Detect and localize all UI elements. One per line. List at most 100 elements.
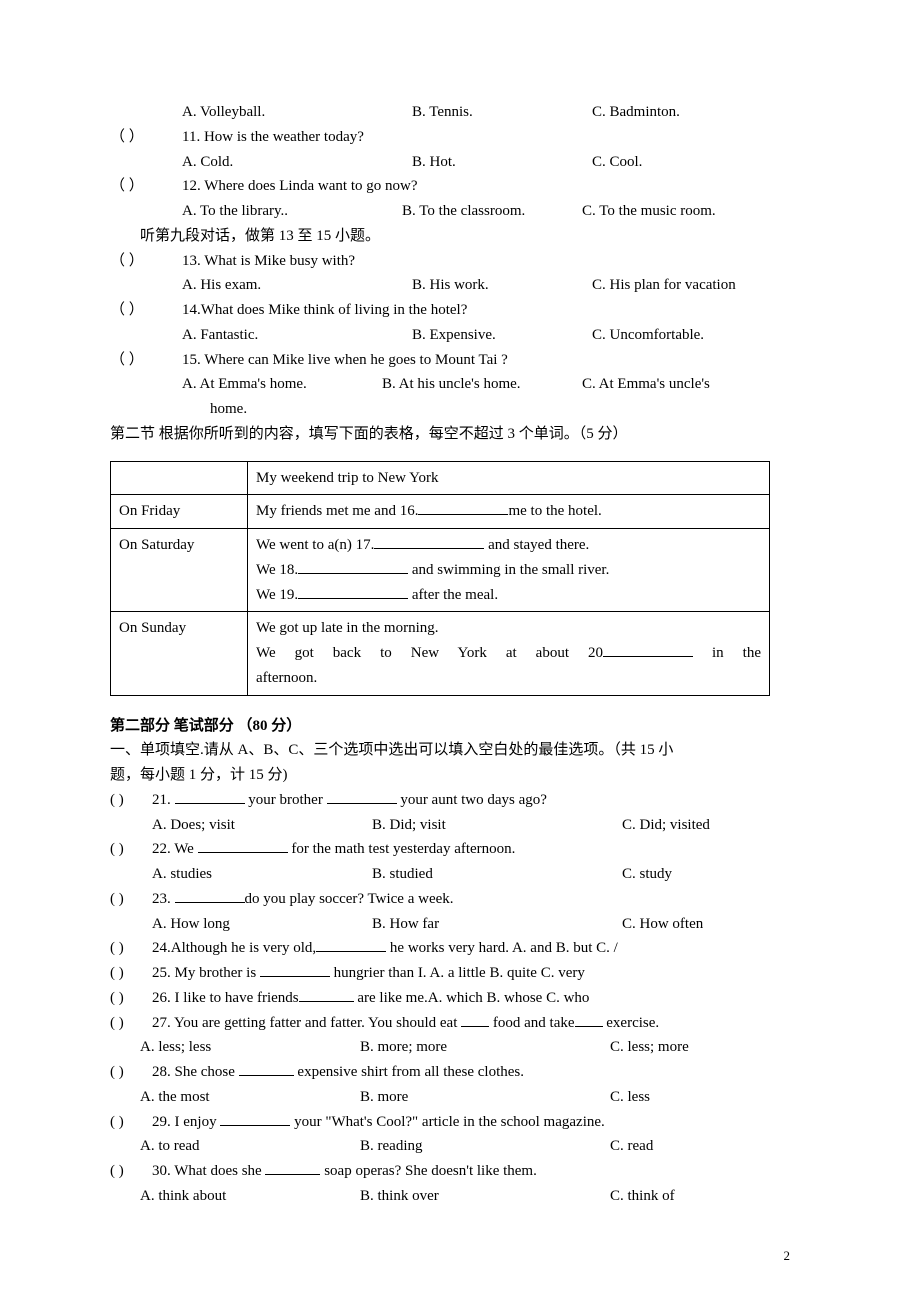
row2-content: We went to a(n) 17. and stayed there. We… (248, 529, 770, 612)
q13-c: C. His plan for vacation (592, 273, 810, 298)
q23-a: A. How long (152, 912, 372, 937)
q23-opts: A. How long B. How far C. How often (152, 912, 810, 937)
row2-l1b: and stayed there. (484, 537, 589, 553)
q30-c: C. think of (610, 1184, 810, 1209)
q12-c: C. To the music room. (582, 199, 810, 224)
part2-intro1: 一、单项填空.请从 A、B、C、三个选项中选出可以填入空白处的最佳选项。（共 1… (110, 738, 810, 763)
q21-body: 21. your brother your aunt two days ago? (152, 788, 810, 813)
row2-l3a: We 19. (256, 587, 298, 603)
q27-a: A. less; less (140, 1035, 360, 1060)
q28-a: A. the most (140, 1085, 360, 1110)
q15-text: 15. Where can Mike live when he goes to … (182, 348, 810, 373)
q11-paren: （ ） (110, 125, 182, 150)
blank-30 (265, 1161, 320, 1176)
q28: ( ) 28. She chose expensive shirt from a… (110, 1060, 810, 1085)
q29-c: C. read (610, 1134, 810, 1159)
row2-l3b: after the meal. (408, 587, 498, 603)
blank-23 (175, 888, 245, 903)
page-number: 2 (784, 1245, 791, 1266)
q15-paren: （ ） (110, 348, 182, 373)
q24-body: 24.Although he is very old, he works ver… (152, 936, 810, 961)
q24-p: ( ) (110, 936, 152, 961)
q29: ( ) 29. I enjoy your "What's Cool?" arti… (110, 1110, 810, 1135)
q10-c: C. Badminton. (592, 100, 810, 125)
q30-b: B. think over (360, 1184, 610, 1209)
blank-27b (575, 1012, 603, 1027)
section2-title: 第二节 根据你所听到的内容，填写下面的表格，每空不超过 3 个单词。（5 分） (110, 422, 810, 447)
q28-c: C. less (610, 1085, 810, 1110)
q22: ( ) 22. We for the math test yesterday a… (110, 837, 810, 862)
q30: ( ) 30. What does she soap operas? She d… (110, 1159, 810, 1184)
q23-b: B. How far (372, 912, 622, 937)
part2-title: 第二部分 笔试部分 （80 分） (110, 714, 810, 739)
q15-a: A. At Emma's home. (182, 372, 382, 397)
q23: ( ) 23. do you play soccer? Twice a week… (110, 887, 810, 912)
q25-p: ( ) (110, 961, 152, 986)
q15-options: A. At Emma's home. B. At his uncle's hom… (182, 372, 810, 397)
q30-opts: A. think about B. think over C. think of (140, 1184, 810, 1209)
q13-b: B. His work. (412, 273, 592, 298)
part2-intro2: 题，每小题 1 分，计 15 分) (110, 763, 810, 788)
blank-21a (175, 789, 245, 804)
blank-26 (299, 987, 354, 1002)
q21-opts: A. Does; visit B. Did; visit C. Did; vis… (152, 813, 810, 838)
q21-a: A. Does; visit (152, 813, 372, 838)
q10-a: A. Volleyball. (182, 100, 412, 125)
q22-a: A. studies (152, 862, 372, 887)
row3-l2a: We got back to New York at about 20 (256, 645, 603, 661)
row1-content: My friends met me and 16.me to the hotel… (248, 495, 770, 529)
q10-b: B. Tennis. (412, 100, 592, 125)
row3-day: On Sunday (111, 612, 248, 695)
q22-c: C. study (622, 862, 810, 887)
q11-a: A. Cold. (182, 150, 412, 175)
q21-p: ( ) (110, 788, 152, 813)
blank-16 (418, 501, 508, 516)
q29-opts: A. to read B. reading C. read (140, 1134, 810, 1159)
blank-22 (198, 839, 288, 854)
q12-options: A. To the library.. B. To the classroom.… (182, 199, 810, 224)
blank-21b (327, 789, 397, 804)
row3-l3: afternoon. (256, 666, 761, 691)
row2-l2a: We 18. (256, 562, 298, 578)
q14-options: A. Fantastic. B. Expensive. C. Uncomfort… (182, 323, 810, 348)
q28-p: ( ) (110, 1060, 152, 1085)
q27-body: 27. You are getting fatter and fatter. Y… (152, 1011, 810, 1036)
q11-options: A. Cold. B. Hot. C. Cool. (182, 150, 810, 175)
q13-a: A. His exam. (182, 273, 412, 298)
q21: ( ) 21. your brother your aunt two days … (110, 788, 810, 813)
q14-paren: （ ） (110, 298, 182, 323)
q12-paren: （ ） (110, 174, 182, 199)
th-title: My weekend trip to New York (248, 461, 770, 495)
q23-body: 23. do you play soccer? Twice a week. (152, 887, 810, 912)
q29-b: B. reading (360, 1134, 610, 1159)
q26: ( ) 26. I like to have friends are like … (110, 986, 810, 1011)
q11-b: B. Hot. (412, 150, 592, 175)
row1-day: On Friday (111, 495, 248, 529)
q22-body: 22. We for the math test yesterday after… (152, 837, 810, 862)
q13-paren: （ ） (110, 249, 182, 274)
q14-text: 14.What does Mike think of living in the… (182, 298, 810, 323)
q30-body: 30. What does she soap operas? She doesn… (152, 1159, 810, 1184)
q26-body: 26. I like to have friends are like me.A… (152, 986, 810, 1011)
q12-a: A. To the library.. (182, 199, 402, 224)
q28-opts: A. the most B. more C. less (140, 1085, 810, 1110)
q13-text: 13. What is Mike busy with? (182, 249, 810, 274)
blank-18 (298, 559, 408, 574)
q11-text: 11. How is the weather today? (182, 125, 810, 150)
q27-opts: A. less; less B. more; more C. less; mor… (140, 1035, 810, 1060)
q22-b: B. studied (372, 862, 622, 887)
q28-body: 28. She chose expensive shirt from all t… (152, 1060, 810, 1085)
q29-a: A. to read (140, 1134, 360, 1159)
blank-28 (239, 1062, 294, 1077)
q13: （ ） 13. What is Mike busy with? (110, 249, 810, 274)
q23-c: C. How often (622, 912, 810, 937)
q15-b: B. At his uncle's home. (382, 372, 582, 397)
q12: （ ） 12. Where does Linda want to go now? (110, 174, 810, 199)
blank-24 (316, 938, 386, 953)
q14: （ ） 14.What does Mike think of living in… (110, 298, 810, 323)
blank-29 (220, 1111, 290, 1126)
listening-table: My weekend trip to New York On Friday My… (110, 461, 770, 696)
q13-options: A. His exam. B. His work. C. His plan fo… (182, 273, 810, 298)
blank-19 (298, 584, 408, 599)
q10-options: A. Volleyball. B. Tennis. C. Badminton. (182, 100, 810, 125)
